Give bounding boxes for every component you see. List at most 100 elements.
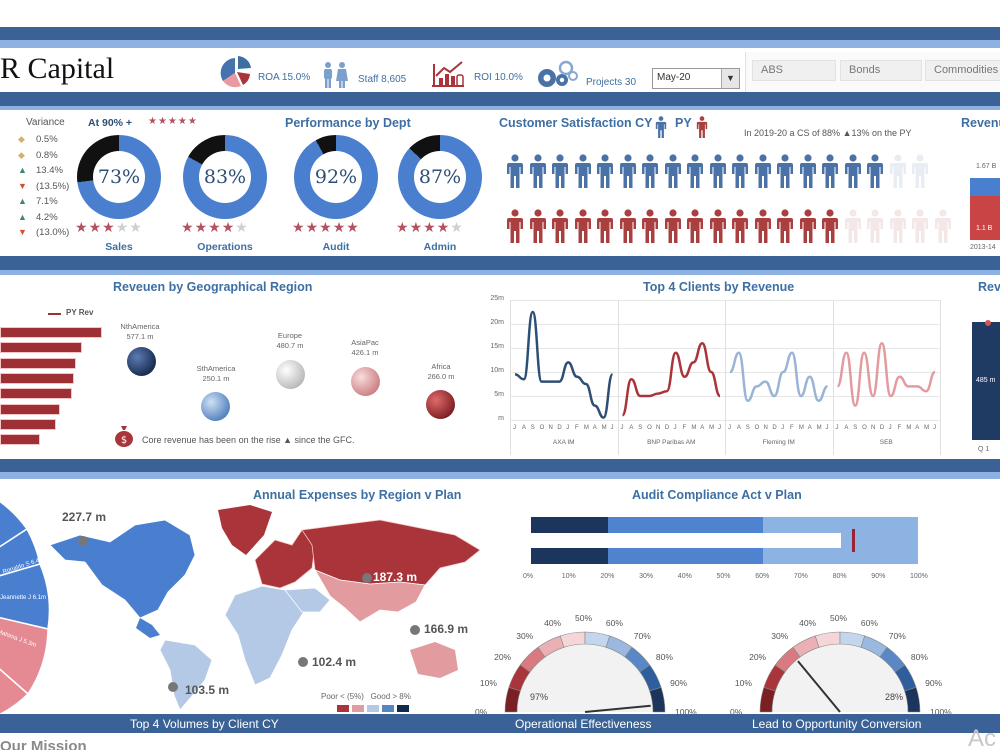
map-marker-russia[interactable] bbox=[362, 573, 372, 583]
cy-person-icon bbox=[507, 154, 523, 188]
py-person-icon bbox=[552, 209, 568, 243]
dept-label: Admin bbox=[423, 241, 457, 253]
cy-person-icon bbox=[642, 154, 658, 188]
panel-divider bbox=[940, 300, 941, 455]
month-tick: D bbox=[557, 425, 562, 431]
month-tick: J bbox=[718, 425, 721, 431]
star-icon: ★ bbox=[450, 219, 464, 235]
rating-stars: ★★★★★ bbox=[75, 219, 143, 236]
x-tick: 90% bbox=[871, 573, 886, 580]
month-tick: J bbox=[673, 425, 677, 431]
rating-stars: ★★★★★ bbox=[181, 219, 249, 236]
map-marker-africa[interactable] bbox=[298, 657, 308, 667]
cy-person-icon bbox=[574, 154, 591, 188]
py-person-icon bbox=[529, 209, 546, 243]
month-tick: D bbox=[879, 425, 885, 431]
cy-person-icon bbox=[709, 154, 726, 188]
region-sthamerica-bubble[interactable] bbox=[201, 392, 230, 421]
month-tick: M bbox=[583, 425, 589, 431]
region-africa-bubble[interactable] bbox=[426, 390, 455, 419]
audit-title: Audit Compliance Act v Plan bbox=[632, 488, 802, 502]
client-name: Fleming IM bbox=[762, 439, 795, 446]
dept-label: Operations bbox=[197, 241, 253, 253]
expenses-world-map bbox=[49, 505, 481, 710]
row-band-2 bbox=[0, 459, 1000, 472]
month-tick: N bbox=[548, 425, 553, 431]
donut-value: 92% bbox=[310, 151, 362, 203]
kpi-roi: ROI 10.0% bbox=[474, 72, 523, 83]
revenue-q-quarter: Q 1 bbox=[978, 446, 990, 453]
variance-row: ▲ 7.1% bbox=[18, 196, 58, 207]
variance-row: ◆ 0.5% bbox=[18, 134, 58, 145]
map-marker-namerica[interactable] bbox=[78, 536, 88, 546]
variance-value: 13.4% bbox=[36, 165, 63, 176]
gauge-tick: 40% bbox=[544, 617, 562, 628]
month-tick: N bbox=[763, 425, 768, 431]
legend-swatch bbox=[382, 705, 394, 712]
py-person-icon bbox=[619, 209, 636, 243]
slicer-commodities[interactable]: Commodities bbox=[925, 60, 1000, 81]
map-marker-asiapac[interactable] bbox=[410, 625, 420, 635]
watermark: Ac bbox=[968, 725, 997, 750]
row-band-1 bbox=[0, 256, 1000, 270]
py-person-icon bbox=[912, 209, 928, 243]
py-rev-bar bbox=[0, 403, 60, 415]
gauge-value: 97% bbox=[530, 692, 549, 702]
map-value-asiapac: 166.9 m bbox=[424, 622, 469, 636]
x-tick: 0% bbox=[523, 573, 534, 580]
header-band-bottom-accent bbox=[0, 106, 1000, 110]
slicer-bonds[interactable]: Bonds bbox=[840, 60, 922, 81]
x-tick: 10% bbox=[561, 573, 576, 580]
x-tick: 20% bbox=[600, 573, 615, 580]
gauge-value: 28% bbox=[885, 692, 904, 702]
variance-row: ▲ 4.2% bbox=[18, 212, 58, 223]
star-icon: ★ bbox=[409, 219, 424, 235]
slicer-abs[interactable]: ABS bbox=[752, 60, 836, 81]
satisfaction-title: Customer Satisfaction CY bbox=[499, 116, 653, 130]
map-marker-samerica[interactable] bbox=[168, 682, 178, 692]
star-icon: ★ bbox=[332, 219, 347, 235]
py-person-icon bbox=[867, 209, 883, 243]
star-icon: ★ bbox=[436, 219, 451, 235]
y-tick: 10m bbox=[490, 367, 504, 374]
panel-divider bbox=[832, 300, 834, 455]
month-tick: M bbox=[798, 425, 804, 431]
series-line bbox=[514, 310, 614, 419]
gauge-tick: 20% bbox=[749, 651, 767, 662]
x-tick: 50% bbox=[716, 573, 731, 580]
star-icon: ★ bbox=[88, 219, 103, 235]
region-nthamerica-bubble[interactable] bbox=[127, 347, 156, 376]
month-tick: S bbox=[530, 425, 535, 431]
up-arrow-icon: ▲ bbox=[18, 196, 27, 206]
region-asiapac-bubble[interactable] bbox=[351, 367, 380, 396]
chevron-down-icon[interactable]: ▼ bbox=[721, 69, 739, 88]
donut-sales: 73% bbox=[77, 135, 161, 219]
cy-person-icon bbox=[529, 154, 546, 188]
period-dropdown[interactable]: May-20 ▼ bbox=[652, 68, 740, 89]
star-icon: ★ bbox=[292, 219, 306, 235]
region-europe-bubble[interactable] bbox=[276, 360, 305, 389]
star-icon: ★ bbox=[194, 219, 209, 235]
gauge-dial bbox=[504, 631, 666, 713]
py-person-icon bbox=[574, 209, 591, 243]
legend-swatch bbox=[48, 313, 61, 315]
month-tick: A bbox=[915, 425, 920, 431]
py-person-icon bbox=[799, 209, 816, 243]
py-rev-bar bbox=[0, 372, 74, 384]
month-tick: O bbox=[539, 425, 545, 431]
month-tick: O bbox=[647, 425, 652, 431]
py-person-icon bbox=[889, 209, 906, 243]
star-icon: ★ bbox=[102, 219, 116, 235]
month-tick: O bbox=[754, 425, 760, 431]
month-tick: M bbox=[816, 425, 822, 431]
month-tick: J bbox=[933, 425, 936, 431]
kpi-roa: ROA 15.0% bbox=[258, 72, 311, 83]
month-tick: N bbox=[870, 425, 876, 431]
py-person-icon bbox=[822, 209, 838, 243]
map-value-namerica: 227.7 m bbox=[62, 510, 107, 524]
map-value-russia: 187.3 m bbox=[373, 570, 418, 584]
month-tick: M bbox=[906, 425, 912, 431]
cy-person-icon bbox=[732, 154, 748, 188]
month-tick: F bbox=[682, 425, 687, 431]
